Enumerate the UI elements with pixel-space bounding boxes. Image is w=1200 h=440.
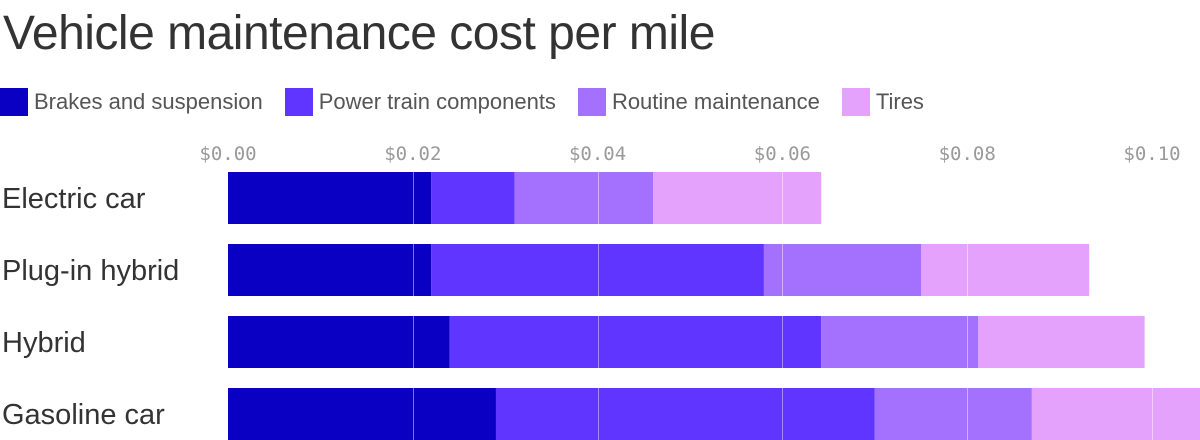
legend-label-brakes: Brakes and suspension xyxy=(34,89,263,114)
bar-segment xyxy=(763,244,921,296)
bar-segment xyxy=(228,244,432,296)
legend-item-power-train: Power train components xyxy=(284,88,556,116)
x-tick-label: $0.06 xyxy=(754,143,811,165)
legend-swatch-routine xyxy=(577,88,606,116)
bar-segment xyxy=(431,244,764,296)
legend-item-tires: Tires xyxy=(841,88,924,116)
x-tick-label: $0.00 xyxy=(199,143,256,165)
legend-swatch-power-train xyxy=(284,88,313,116)
bar-segment xyxy=(874,388,1032,440)
category-label: Gasoline car xyxy=(2,399,165,431)
bar-segment xyxy=(1031,388,1200,440)
legend: Brakes and suspension Power train compon… xyxy=(0,88,946,116)
bar-segment xyxy=(653,172,822,224)
bar-segment xyxy=(921,244,1090,296)
legend-label-power-train: Power train components xyxy=(318,89,556,114)
legend-item-routine: Routine maintenance xyxy=(577,88,820,116)
bar-segment xyxy=(228,316,450,368)
bar-segment xyxy=(431,172,515,224)
legend-label-routine: Routine maintenance xyxy=(611,89,820,114)
bar-segment xyxy=(228,388,496,440)
bar-segment xyxy=(514,172,654,224)
legend-swatch-tires xyxy=(841,88,870,116)
gridlines xyxy=(413,172,1153,440)
bar-segment xyxy=(821,316,979,368)
chart-title: Vehicle maintenance cost per mile xyxy=(3,7,715,60)
x-tick-label: $0.04 xyxy=(569,143,626,165)
x-axis-ticks: $0.00 $0.02 $0.04 $0.06 $0.08 $0.10 xyxy=(199,143,1180,165)
category-label: Electric car xyxy=(2,183,146,215)
bar-segment xyxy=(449,316,822,368)
category-label: Plug-in hybrid xyxy=(2,255,179,287)
legend-swatch-brakes xyxy=(0,88,28,116)
legend-label-tires: Tires xyxy=(875,89,924,114)
category-label: Hybrid xyxy=(2,327,86,359)
bar-segment xyxy=(495,388,875,440)
bars: Electric car Plug-in hybrid Hybrid Gasoline… xyxy=(2,172,1200,440)
x-tick-label: $0.10 xyxy=(1123,143,1180,165)
bar-segment xyxy=(978,316,1145,368)
x-tick-label: $0.08 xyxy=(939,143,996,165)
legend-item-brakes: Brakes and suspension xyxy=(0,88,263,116)
x-tick-label: $0.02 xyxy=(384,143,441,165)
bar-segment xyxy=(228,172,432,224)
